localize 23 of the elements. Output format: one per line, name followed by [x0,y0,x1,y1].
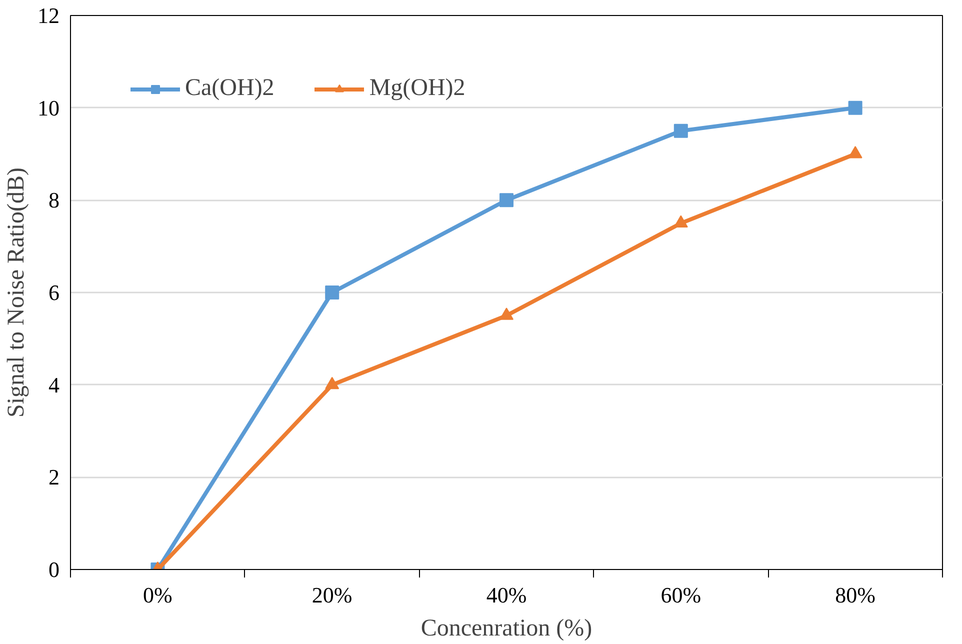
y-tick-label: 4 [48,372,60,398]
point [500,308,514,320]
x-axis-title: Concenration (%) [420,616,592,642]
y-tick-label: 0 [48,557,60,582]
x-tick-label: 40% [486,582,527,608]
y-tick-label: 6 [48,280,60,305]
point [674,124,688,138]
x-tick-label: 80% [835,582,876,608]
point [325,376,340,390]
y-tick-label: 12 [38,3,60,28]
y-axis-title: Signal to Noise Ratio(dB) [4,168,30,418]
x-tick-label: 60% [660,582,702,608]
point [325,286,340,300]
point [500,193,514,208]
x-tick-label: 0% [143,582,172,608]
y-tick-label: 8 [48,188,60,213]
point [674,215,688,228]
point [848,100,862,115]
x-tick-label: 20% [312,582,352,608]
y-tick-label: 10 [38,95,60,120]
legend-label: Mg(OH)2 [369,75,466,102]
y-tick-label: 2 [48,464,60,490]
legend-label: Ca(OH)2 [185,75,274,102]
